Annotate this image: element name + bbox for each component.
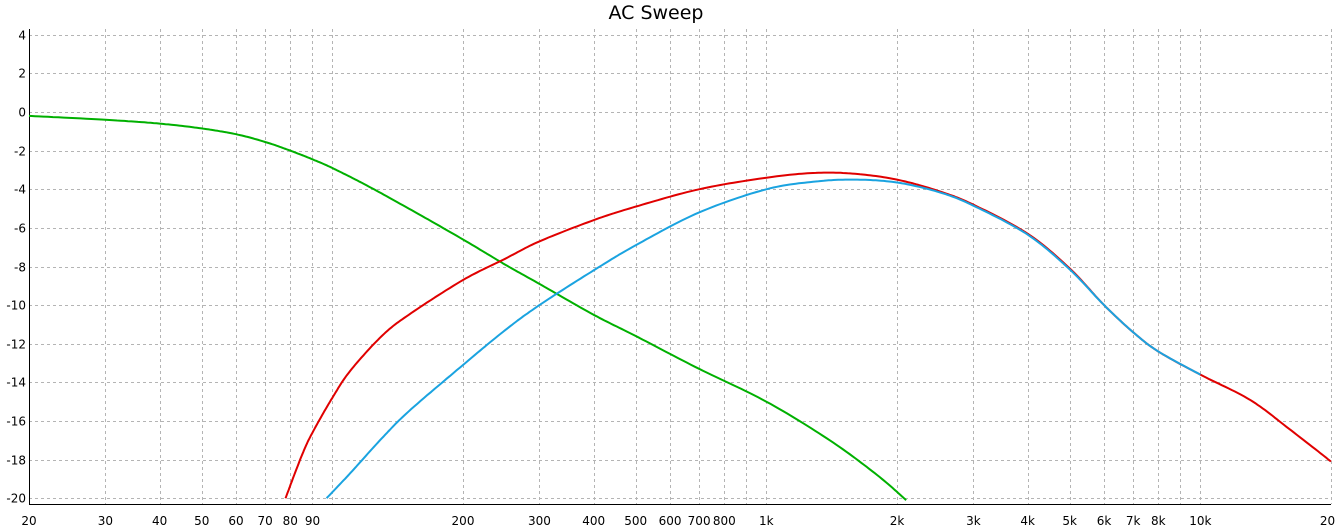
y-tick-label: -8 (14, 261, 26, 275)
chart-title: AC Sweep (608, 2, 704, 24)
series-line-3 (325, 178, 1201, 499)
x-tick-label: 70 (257, 514, 272, 528)
x-tick-label: 3k (966, 514, 981, 528)
x-tick-label: 2k (890, 514, 905, 528)
x-tick-label: 400 (582, 514, 605, 528)
x-tick-label: 40 (152, 514, 167, 528)
y-tick-label: 2 (18, 67, 26, 81)
x-tick-label: 500 (624, 514, 647, 528)
x-tick-labels: 20 30 40 50 60 70 80 90 200 300 400 500 600 700 800 1k 2… (21, 514, 1335, 528)
y-tick-labels: 4 2 0 -2 -4 -6 -8 -10 -12 -14 -16 -18 -20 (6, 29, 26, 506)
x-tick-label: 8k (1151, 514, 1166, 528)
series-lines (28, 114, 1332, 501)
x-tick-label: 300 (528, 514, 551, 528)
x-tick-label: 90 (305, 514, 320, 528)
y-tick-label: -20 (6, 492, 26, 506)
x-tick-label: 1k (759, 514, 774, 528)
y-tick-label: -16 (6, 415, 26, 429)
x-tick-label: 5k (1062, 514, 1077, 528)
x-tick-label: 50 (194, 514, 209, 528)
y-tick-label: 0 (18, 106, 26, 120)
x-tick-label: 20 (21, 514, 36, 528)
x-tick-label: 60 (228, 514, 243, 528)
x-tick-label: 80 (283, 514, 298, 528)
y-tick-label: 4 (18, 29, 26, 43)
x-tick-label: 4k (1020, 514, 1035, 528)
x-tick-label: 7k (1126, 514, 1141, 528)
x-tick-label: 10k (1189, 514, 1211, 528)
y-tick-label: -2 (14, 145, 26, 159)
y-tick-label: -6 (14, 222, 26, 236)
y-tick-label: -12 (6, 338, 26, 352)
x-tick-label: 600 (659, 514, 682, 528)
x-tick-label: 20k (1320, 514, 1335, 528)
x-tick-label: 200 (452, 514, 475, 528)
plot-frame (29, 29, 1331, 505)
x-tick-label: 30 (98, 514, 113, 528)
series-line-2 (284, 171, 1332, 499)
grid-lines (29, 29, 1332, 504)
y-tick-label: -18 (6, 454, 26, 468)
y-tick-label: -4 (14, 183, 26, 197)
y-tick-label: -14 (6, 376, 26, 390)
x-tick-label: 800 (713, 514, 736, 528)
y-tick-label: -10 (6, 299, 26, 313)
series-line-1 (28, 114, 907, 501)
x-tick-label: 700 (688, 514, 711, 528)
x-tick-label: 6k (1097, 514, 1112, 528)
